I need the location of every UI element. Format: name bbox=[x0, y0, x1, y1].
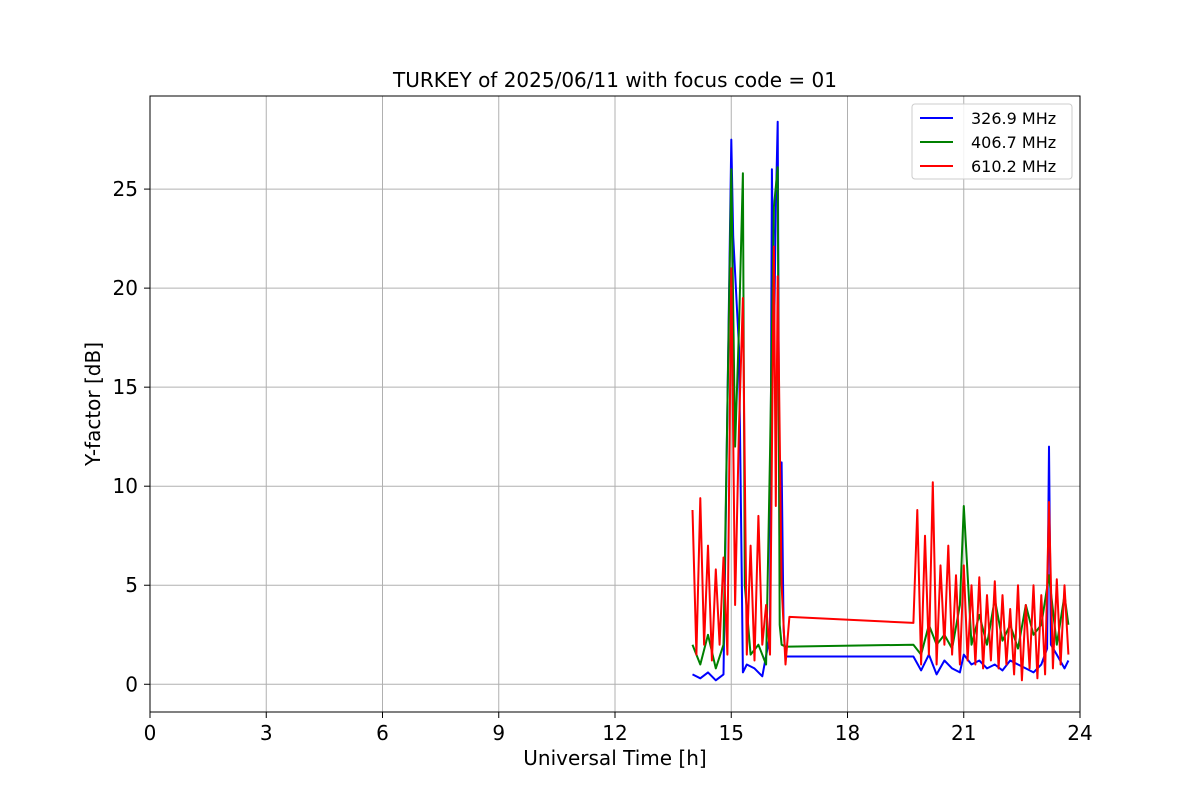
legend-box bbox=[911, 103, 1073, 180]
x-tick-label: 3 bbox=[260, 721, 273, 745]
x-tick-label: 6 bbox=[376, 721, 389, 745]
y-tick-label: 20 bbox=[113, 276, 138, 300]
chart-title: TURKEY of 2025/06/11 with focus code = 0… bbox=[392, 68, 837, 92]
y-axis-label: Y-factor [dB] bbox=[81, 342, 105, 467]
x-tick-label: 18 bbox=[835, 721, 860, 745]
legend-label-1: 406.7 MHz bbox=[971, 133, 1056, 152]
y-tick-label: 5 bbox=[125, 573, 138, 597]
x-axis-label: Universal Time [h] bbox=[523, 746, 706, 770]
y-tick-label: 25 bbox=[113, 177, 138, 201]
x-tick-label: 9 bbox=[492, 721, 505, 745]
series-layer bbox=[691, 120, 1070, 682]
series-line-2 bbox=[691, 245, 1070, 682]
y-tick-label: 0 bbox=[125, 672, 138, 696]
series-line-0 bbox=[692, 120, 1070, 682]
y-tick-label: 10 bbox=[113, 474, 138, 498]
legend-label-2: 610.2 MHz bbox=[971, 157, 1056, 176]
ticks: 0 3 6 9 12 15 18 21 24 0 5 10 15 20 25 bbox=[113, 177, 1093, 745]
x-tick-label: 21 bbox=[951, 721, 976, 745]
x-tick-label: 12 bbox=[602, 721, 627, 745]
x-tick-label: 0 bbox=[144, 721, 157, 745]
legend: 326.9 MHz 406.7 MHz 610.2 MHz bbox=[911, 103, 1073, 180]
x-tick-label: 24 bbox=[1067, 721, 1092, 745]
series-line-1 bbox=[691, 166, 1070, 670]
grid bbox=[149, 96, 1081, 712]
x-tick-label: 15 bbox=[719, 721, 744, 745]
y-tick-label: 15 bbox=[113, 375, 138, 399]
legend-label-0: 326.9 MHz bbox=[971, 109, 1056, 128]
